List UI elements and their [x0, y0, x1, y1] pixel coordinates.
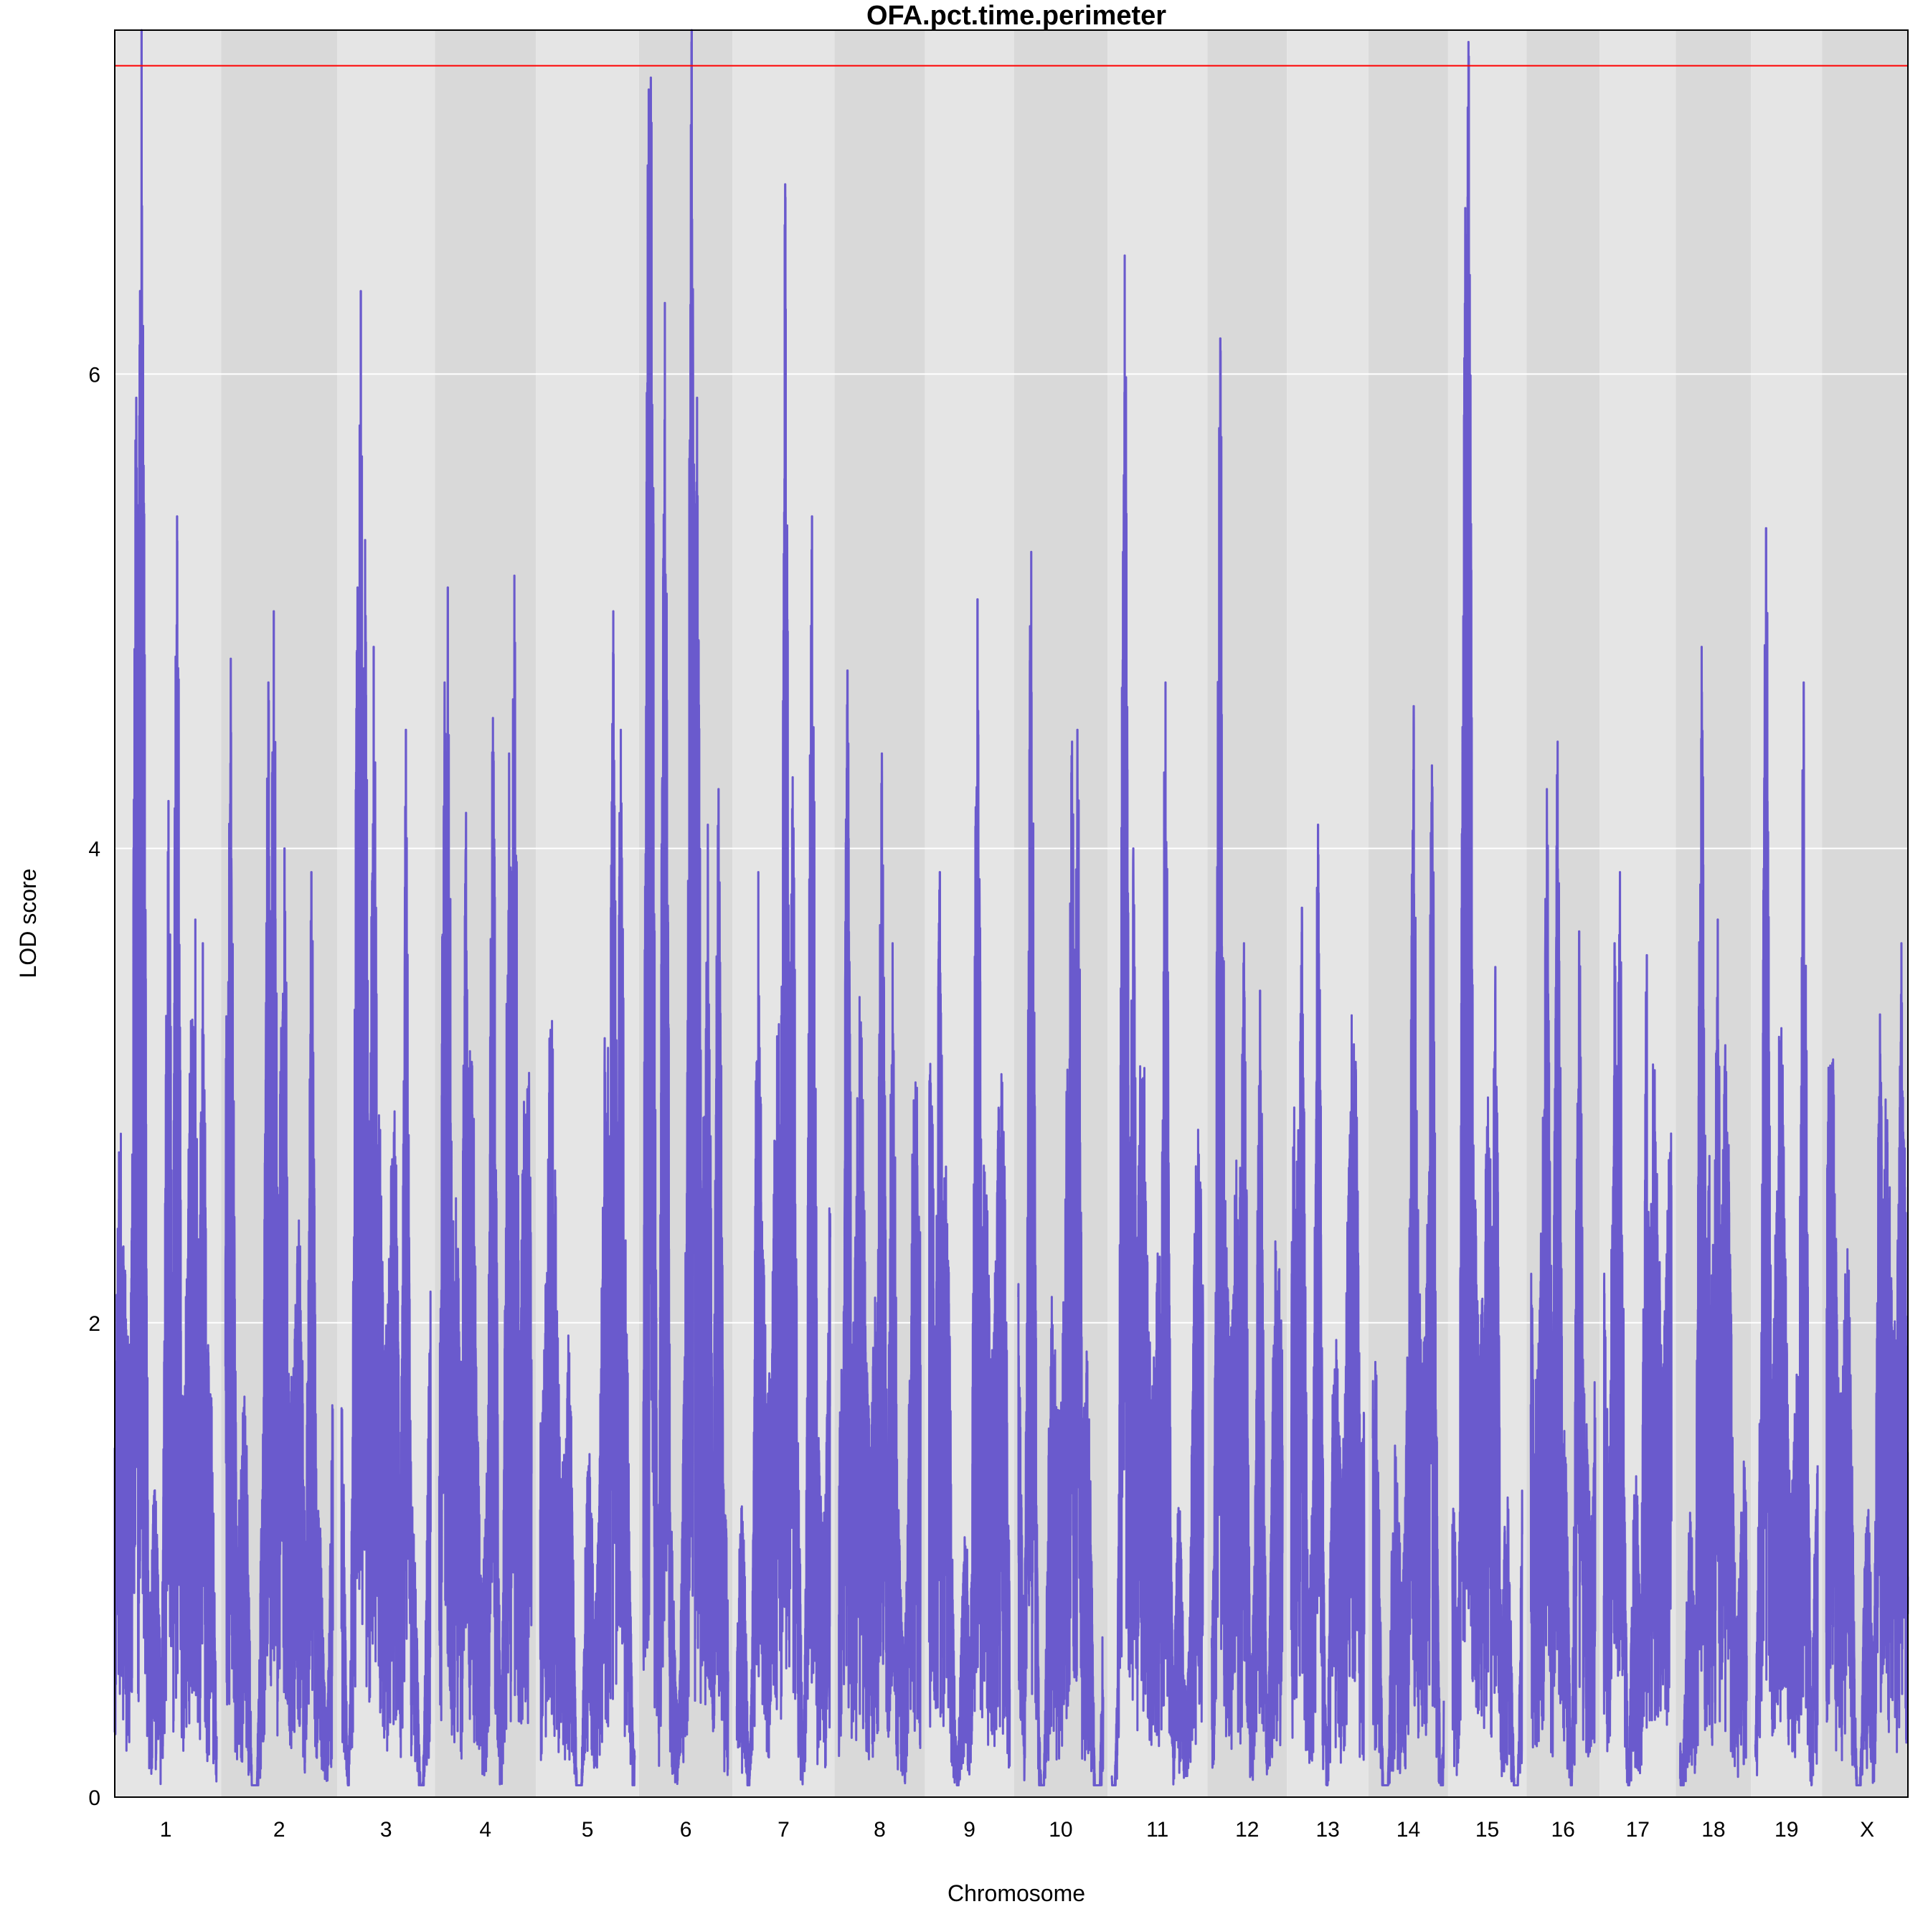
lod-line-chr-3 [340, 290, 432, 1786]
x-tick-label: 14 [1397, 1818, 1420, 1842]
x-tick-label: 9 [963, 1818, 975, 1842]
x-tick-label: 10 [1049, 1818, 1072, 1842]
y-tick-label: 0 [88, 1786, 100, 1810]
lod-line-chr-8 [838, 669, 922, 1785]
lod-line-chr-15 [1451, 41, 1523, 1786]
lod-line-chr-18 [1678, 646, 1748, 1786]
x-tick-label: 11 [1146, 1818, 1168, 1842]
lod-line-chr-10 [1017, 550, 1105, 1786]
x-tick-label: X [1860, 1818, 1874, 1842]
x-tick-label: 12 [1235, 1818, 1259, 1842]
x-axis-ticks: 1 2 3 4 5 6 7 8 9 10 11 12 13 14 15 16 17 18 19 X [160, 1818, 1874, 1842]
lod-series-layer [113, 29, 1909, 1786]
x-tick-label: 2 [273, 1818, 285, 1842]
x-axis-title: Chromosome [948, 1880, 1085, 1906]
lod-line-chr-19 [1754, 527, 1819, 1786]
y-axis-ticks: 0 2 4 6 [88, 363, 100, 1810]
y-tick-label: 2 [88, 1312, 100, 1336]
lod-line-chr-11 [1110, 254, 1204, 1786]
x-tick-label: 8 [874, 1818, 886, 1842]
lod-line-chr-14 [1371, 705, 1445, 1786]
lod-line-chr-9 [927, 598, 1011, 1786]
lod-line-chr-6 [642, 29, 729, 1786]
gridlines [115, 373, 1908, 1324]
lod-line-chr-X [1825, 942, 1909, 1786]
x-tick-label: 19 [1775, 1818, 1798, 1842]
x-tick-label: 16 [1551, 1818, 1574, 1842]
lod-line-chr-17 [1602, 871, 1673, 1786]
x-tick-label: 15 [1475, 1818, 1499, 1842]
lod-line-chr-1 [113, 29, 218, 1786]
chart-title: OFA.pct.time.perimeter [866, 1, 1166, 31]
x-tick-label: 6 [680, 1818, 692, 1842]
x-tick-label: 18 [1701, 1818, 1725, 1842]
x-tick-label: 13 [1315, 1818, 1339, 1842]
lod-line-chr-4 [438, 574, 533, 1786]
lod-line-chr-12 [1210, 337, 1284, 1781]
lod-line-chr-13 [1290, 824, 1366, 1786]
lod-line-chr-5 [539, 610, 636, 1786]
y-axis-title: LOD score [15, 869, 41, 979]
lod-line-chr-16 [1529, 740, 1597, 1786]
x-tick-label: 1 [160, 1818, 172, 1842]
plot-frame [114, 29, 1909, 1798]
x-tick-label: 4 [479, 1818, 491, 1842]
x-tick-label: 17 [1626, 1818, 1650, 1842]
y-tick-label: 6 [88, 363, 100, 387]
lod-line-chr-7 [735, 183, 831, 1786]
x-tick-label: 7 [778, 1818, 790, 1842]
lod-line-chr-2 [224, 610, 334, 1786]
y-tick-label: 4 [88, 838, 100, 862]
x-tick-label: 3 [380, 1818, 392, 1842]
x-tick-label: 5 [582, 1818, 594, 1842]
